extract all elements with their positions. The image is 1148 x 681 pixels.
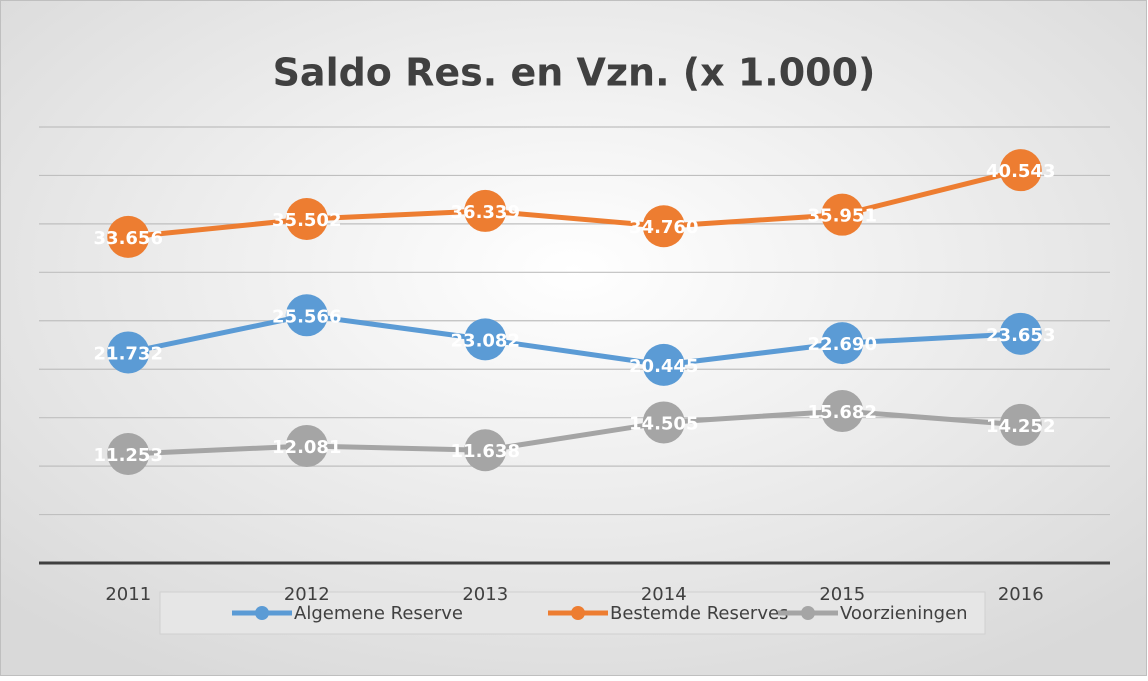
marker xyxy=(464,429,507,472)
legend-label: Bestemde Reserves xyxy=(610,603,788,624)
data-label: 12.081 xyxy=(272,437,341,458)
marker xyxy=(999,312,1042,355)
marker xyxy=(999,149,1042,192)
x-tick-label: 2013 xyxy=(462,584,508,605)
marker xyxy=(642,205,685,248)
data-label: 14.505 xyxy=(629,413,698,434)
chart-title: Saldo Res. en Vzn. (x 1.000) xyxy=(273,51,876,95)
marker xyxy=(285,424,328,467)
data-label: 20.445 xyxy=(629,356,698,377)
series-line xyxy=(127,312,1021,368)
x-tick-label: 2015 xyxy=(819,584,865,605)
marker xyxy=(285,294,328,337)
data-label: 36.339 xyxy=(451,202,520,223)
marker xyxy=(642,401,685,444)
series-line xyxy=(128,167,1022,240)
data-label: 33.656 xyxy=(94,228,163,249)
x-tick-label: 2011 xyxy=(105,584,151,605)
legend-marker xyxy=(801,606,815,620)
data-label: 34.760 xyxy=(629,217,698,238)
marker xyxy=(107,432,150,475)
data-label: 35.502 xyxy=(272,210,341,231)
marker xyxy=(107,215,150,258)
data-label: 15.682 xyxy=(808,402,877,423)
marker xyxy=(999,403,1042,446)
data-label: 22.690 xyxy=(808,334,877,355)
marker xyxy=(107,331,150,374)
data-label: 21.732 xyxy=(94,343,163,364)
marker xyxy=(464,318,507,361)
data-label: 25.566 xyxy=(272,306,341,327)
marker xyxy=(821,390,864,433)
x-tick-label: 2014 xyxy=(641,584,687,605)
legend-label: Voorzieningen xyxy=(840,603,968,624)
data-label: 11.253 xyxy=(94,445,163,466)
legend-marker xyxy=(571,606,585,620)
legend-label: Algemene Reserve xyxy=(294,603,463,624)
marker xyxy=(821,322,864,365)
data-label: 40.543 xyxy=(986,161,1055,182)
series-line xyxy=(128,408,1021,457)
data-label: 23.082 xyxy=(451,330,520,351)
marker xyxy=(642,343,685,386)
marker xyxy=(821,193,864,236)
data-label: 23.653 xyxy=(986,325,1055,346)
x-tick-label: 2012 xyxy=(284,584,330,605)
data-label: 35.951 xyxy=(808,206,877,227)
legend-marker xyxy=(255,606,269,620)
data-label: 11.638 xyxy=(451,441,520,462)
data-label: 14.252 xyxy=(986,416,1055,437)
x-tick-label: 2016 xyxy=(998,584,1044,605)
marker xyxy=(464,189,507,232)
marker xyxy=(285,198,328,241)
